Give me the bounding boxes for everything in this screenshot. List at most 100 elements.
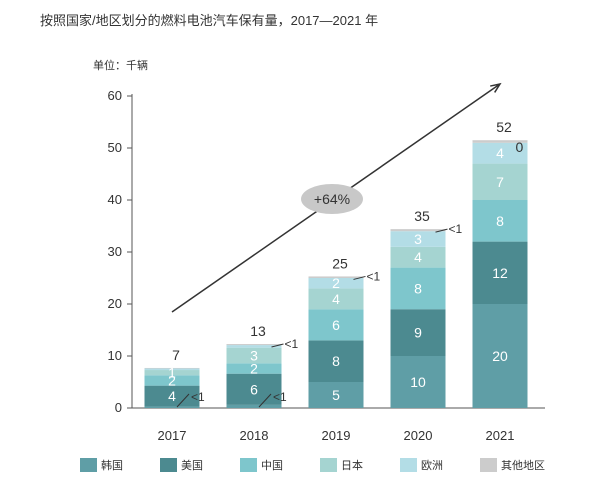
y-tick-label: 50 — [108, 140, 122, 155]
bar-segment — [308, 382, 364, 408]
segment-label: 4 — [496, 145, 504, 161]
segment-label: 5 — [332, 387, 340, 403]
y-tick-label: 40 — [108, 192, 122, 207]
legend-swatch — [80, 458, 97, 472]
callout-line — [435, 228, 448, 233]
bar-segment — [308, 278, 364, 289]
legend-item: 美国 — [160, 457, 203, 473]
bar-total-label: 52 — [496, 119, 512, 135]
bar-segment — [308, 288, 364, 310]
segment-label: 6 — [332, 317, 340, 333]
legend: 韩国 美国 中国 日本 欧洲 其他地区 — [80, 457, 590, 477]
callout-line — [271, 343, 284, 348]
y-tick-label: 60 — [108, 88, 122, 103]
bar-total-label: 13 — [250, 323, 266, 339]
y-tick-label: 20 — [108, 296, 122, 311]
legend-swatch — [160, 458, 177, 472]
segment-label: 12 — [492, 265, 508, 281]
bar-segment — [226, 344, 282, 346]
growth-arrow-head — [490, 82, 502, 93]
segment-label: 10 — [410, 374, 426, 390]
legend-item: 其他地区 — [480, 457, 545, 473]
bar-segment — [472, 241, 528, 304]
segment-label: 2 — [250, 360, 258, 376]
segment-label: 4 — [168, 388, 176, 404]
unit-label: 单位：千辆 — [93, 60, 148, 72]
bar-segment — [144, 406, 200, 408]
segment-label: 6 — [250, 381, 258, 397]
bar-segment — [226, 404, 282, 408]
legend-label: 其他地区 — [501, 460, 545, 472]
growth-bubble — [301, 184, 363, 214]
x-tick-label: 2019 — [322, 428, 351, 443]
callout-label: <1 — [449, 222, 463, 236]
bar-segment — [308, 340, 364, 382]
bar-segment — [308, 309, 364, 341]
legend-swatch — [320, 458, 337, 472]
legend-item: 日本 — [320, 457, 363, 473]
chart-title: 按照国家/地区划分的燃料电池汽车保有量，2017—2021 年 — [40, 13, 379, 28]
callout-label: 0 — [516, 139, 524, 155]
bar-segment — [226, 345, 282, 348]
x-tick-label: 2017 — [158, 428, 187, 443]
segment-label: 3 — [414, 231, 422, 247]
segment-label: 2 — [168, 372, 176, 388]
bar-total-label: 35 — [414, 208, 430, 224]
callout-line — [176, 393, 190, 408]
bar-segment — [472, 304, 528, 408]
segment-label: 1 — [168, 365, 176, 381]
y-tick-label: 30 — [108, 244, 122, 259]
bar-segment — [226, 363, 282, 374]
bar-segment — [226, 347, 282, 364]
x-tick-label: 2021 — [486, 428, 515, 443]
segment-label: 4 — [414, 249, 422, 265]
bar-segment — [144, 370, 200, 376]
bar-total-label: 7 — [172, 347, 180, 363]
segment-label: 8 — [332, 353, 340, 369]
bar-total-label: 25 — [332, 255, 348, 271]
segment-label: 9 — [414, 325, 422, 341]
legend-label: 欧洲 — [421, 460, 443, 472]
legend-swatch — [480, 458, 497, 472]
segment-label: 8 — [496, 213, 504, 229]
bar-segment — [390, 267, 446, 310]
bar-segment — [472, 142, 528, 164]
bar-segment — [390, 229, 446, 232]
growth-label: +64% — [314, 191, 350, 207]
legend-item: 欧洲 — [400, 457, 443, 473]
segment-label: 8 — [414, 280, 422, 296]
legend-swatch — [400, 458, 417, 472]
segment-label: 7 — [496, 174, 504, 190]
legend-label: 中国 — [261, 460, 283, 472]
bar-segment — [308, 276, 364, 278]
callout-label: <1 — [273, 390, 287, 404]
callout-line — [353, 275, 366, 280]
callout-label: <1 — [285, 337, 299, 351]
bar-segment — [390, 231, 446, 247]
bar-segment — [226, 373, 282, 405]
callout-line — [258, 393, 272, 408]
segment-label: 20 — [492, 348, 508, 364]
bar-segment — [390, 246, 446, 268]
bar-segment — [144, 385, 200, 407]
bar-segment — [144, 367, 200, 369]
x-tick-label: 2018 — [240, 428, 269, 443]
legend-item: 韩国 — [80, 457, 123, 473]
bar-segment — [472, 200, 528, 242]
legend-label: 美国 — [181, 460, 203, 472]
y-tick-label: 10 — [108, 348, 122, 363]
segment-label: 2 — [332, 275, 340, 291]
legend-label: 韩国 — [101, 460, 123, 472]
segment-label: 3 — [250, 347, 258, 363]
callout-label: <1 — [191, 390, 205, 404]
legend-item: 中国 — [240, 457, 283, 473]
x-tick-label: 2020 — [404, 428, 433, 443]
bar-segment — [144, 368, 200, 371]
bar-segment — [472, 163, 528, 200]
callout-label: <1 — [367, 269, 381, 283]
bar-segment — [144, 375, 200, 386]
legend-label: 日本 — [341, 460, 363, 472]
legend-swatch — [240, 458, 257, 472]
bar-segment — [390, 309, 446, 356]
bar-segment — [472, 140, 528, 143]
